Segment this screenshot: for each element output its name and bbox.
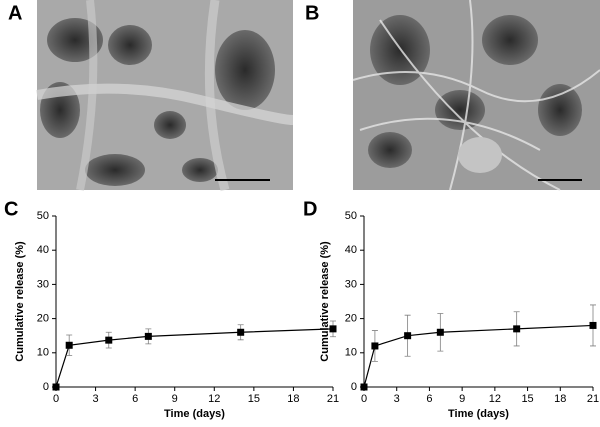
sem-image-a bbox=[36, 0, 294, 192]
data-point bbox=[404, 332, 412, 340]
x-tick-label: 9 bbox=[172, 393, 178, 405]
data-point bbox=[52, 383, 60, 391]
data-point bbox=[237, 328, 245, 336]
x-tick-label: 15 bbox=[248, 393, 260, 405]
panel-label: C bbox=[4, 198, 18, 220]
data-point bbox=[105, 336, 113, 344]
y-tick-label: 10 bbox=[37, 347, 49, 359]
x-tick-label: 0 bbox=[361, 393, 367, 405]
y-tick-label: 40 bbox=[37, 244, 49, 256]
data-point bbox=[371, 342, 379, 350]
y-tick-label: 50 bbox=[345, 210, 357, 222]
x-axis-label: Time (days) bbox=[164, 408, 225, 420]
x-tick-label: 12 bbox=[489, 393, 501, 405]
x-tick-label: 18 bbox=[554, 393, 566, 405]
sem-image-b bbox=[352, 0, 600, 191]
data-point bbox=[360, 383, 368, 391]
y-tick-label: 20 bbox=[345, 313, 357, 325]
x-tick-label: 21 bbox=[587, 393, 599, 405]
data-line bbox=[363, 324, 594, 388]
data-point bbox=[589, 321, 597, 329]
y-tick-label: 50 bbox=[37, 210, 49, 222]
y-tick-label: 30 bbox=[345, 278, 357, 290]
panel-label: D bbox=[303, 198, 317, 220]
x-tick-label: 21 bbox=[327, 393, 339, 405]
y-tick-label: 10 bbox=[345, 347, 357, 359]
y-tick-label: 20 bbox=[37, 313, 49, 325]
x-tick-label: 3 bbox=[394, 393, 400, 405]
data-point bbox=[436, 328, 444, 336]
data-line bbox=[55, 328, 334, 388]
x-tick-label: 6 bbox=[426, 393, 432, 405]
x-tick-label: 9 bbox=[459, 393, 465, 405]
y-tick-label: 30 bbox=[37, 278, 49, 290]
x-tick-label: 0 bbox=[53, 393, 59, 405]
y-axis-label: Cumulative release (%) bbox=[14, 241, 26, 362]
panel-label: A bbox=[8, 2, 22, 24]
y-tick-label: 0 bbox=[351, 381, 357, 393]
x-tick-label: 6 bbox=[132, 393, 138, 405]
panel-label: B bbox=[305, 2, 319, 24]
data-point bbox=[144, 332, 152, 340]
data-point bbox=[513, 325, 521, 333]
x-tick-label: 3 bbox=[93, 393, 99, 405]
y-axis-label: Cumulative release (%) bbox=[319, 241, 331, 362]
x-axis-label: Time (days) bbox=[448, 408, 509, 420]
data-point bbox=[65, 341, 73, 349]
data-point bbox=[329, 325, 337, 333]
y-tick-label: 0 bbox=[43, 381, 49, 393]
x-tick-label: 18 bbox=[287, 393, 299, 405]
x-tick-label: 15 bbox=[521, 393, 533, 405]
x-tick-label: 12 bbox=[208, 393, 220, 405]
y-tick-label: 40 bbox=[345, 244, 357, 256]
